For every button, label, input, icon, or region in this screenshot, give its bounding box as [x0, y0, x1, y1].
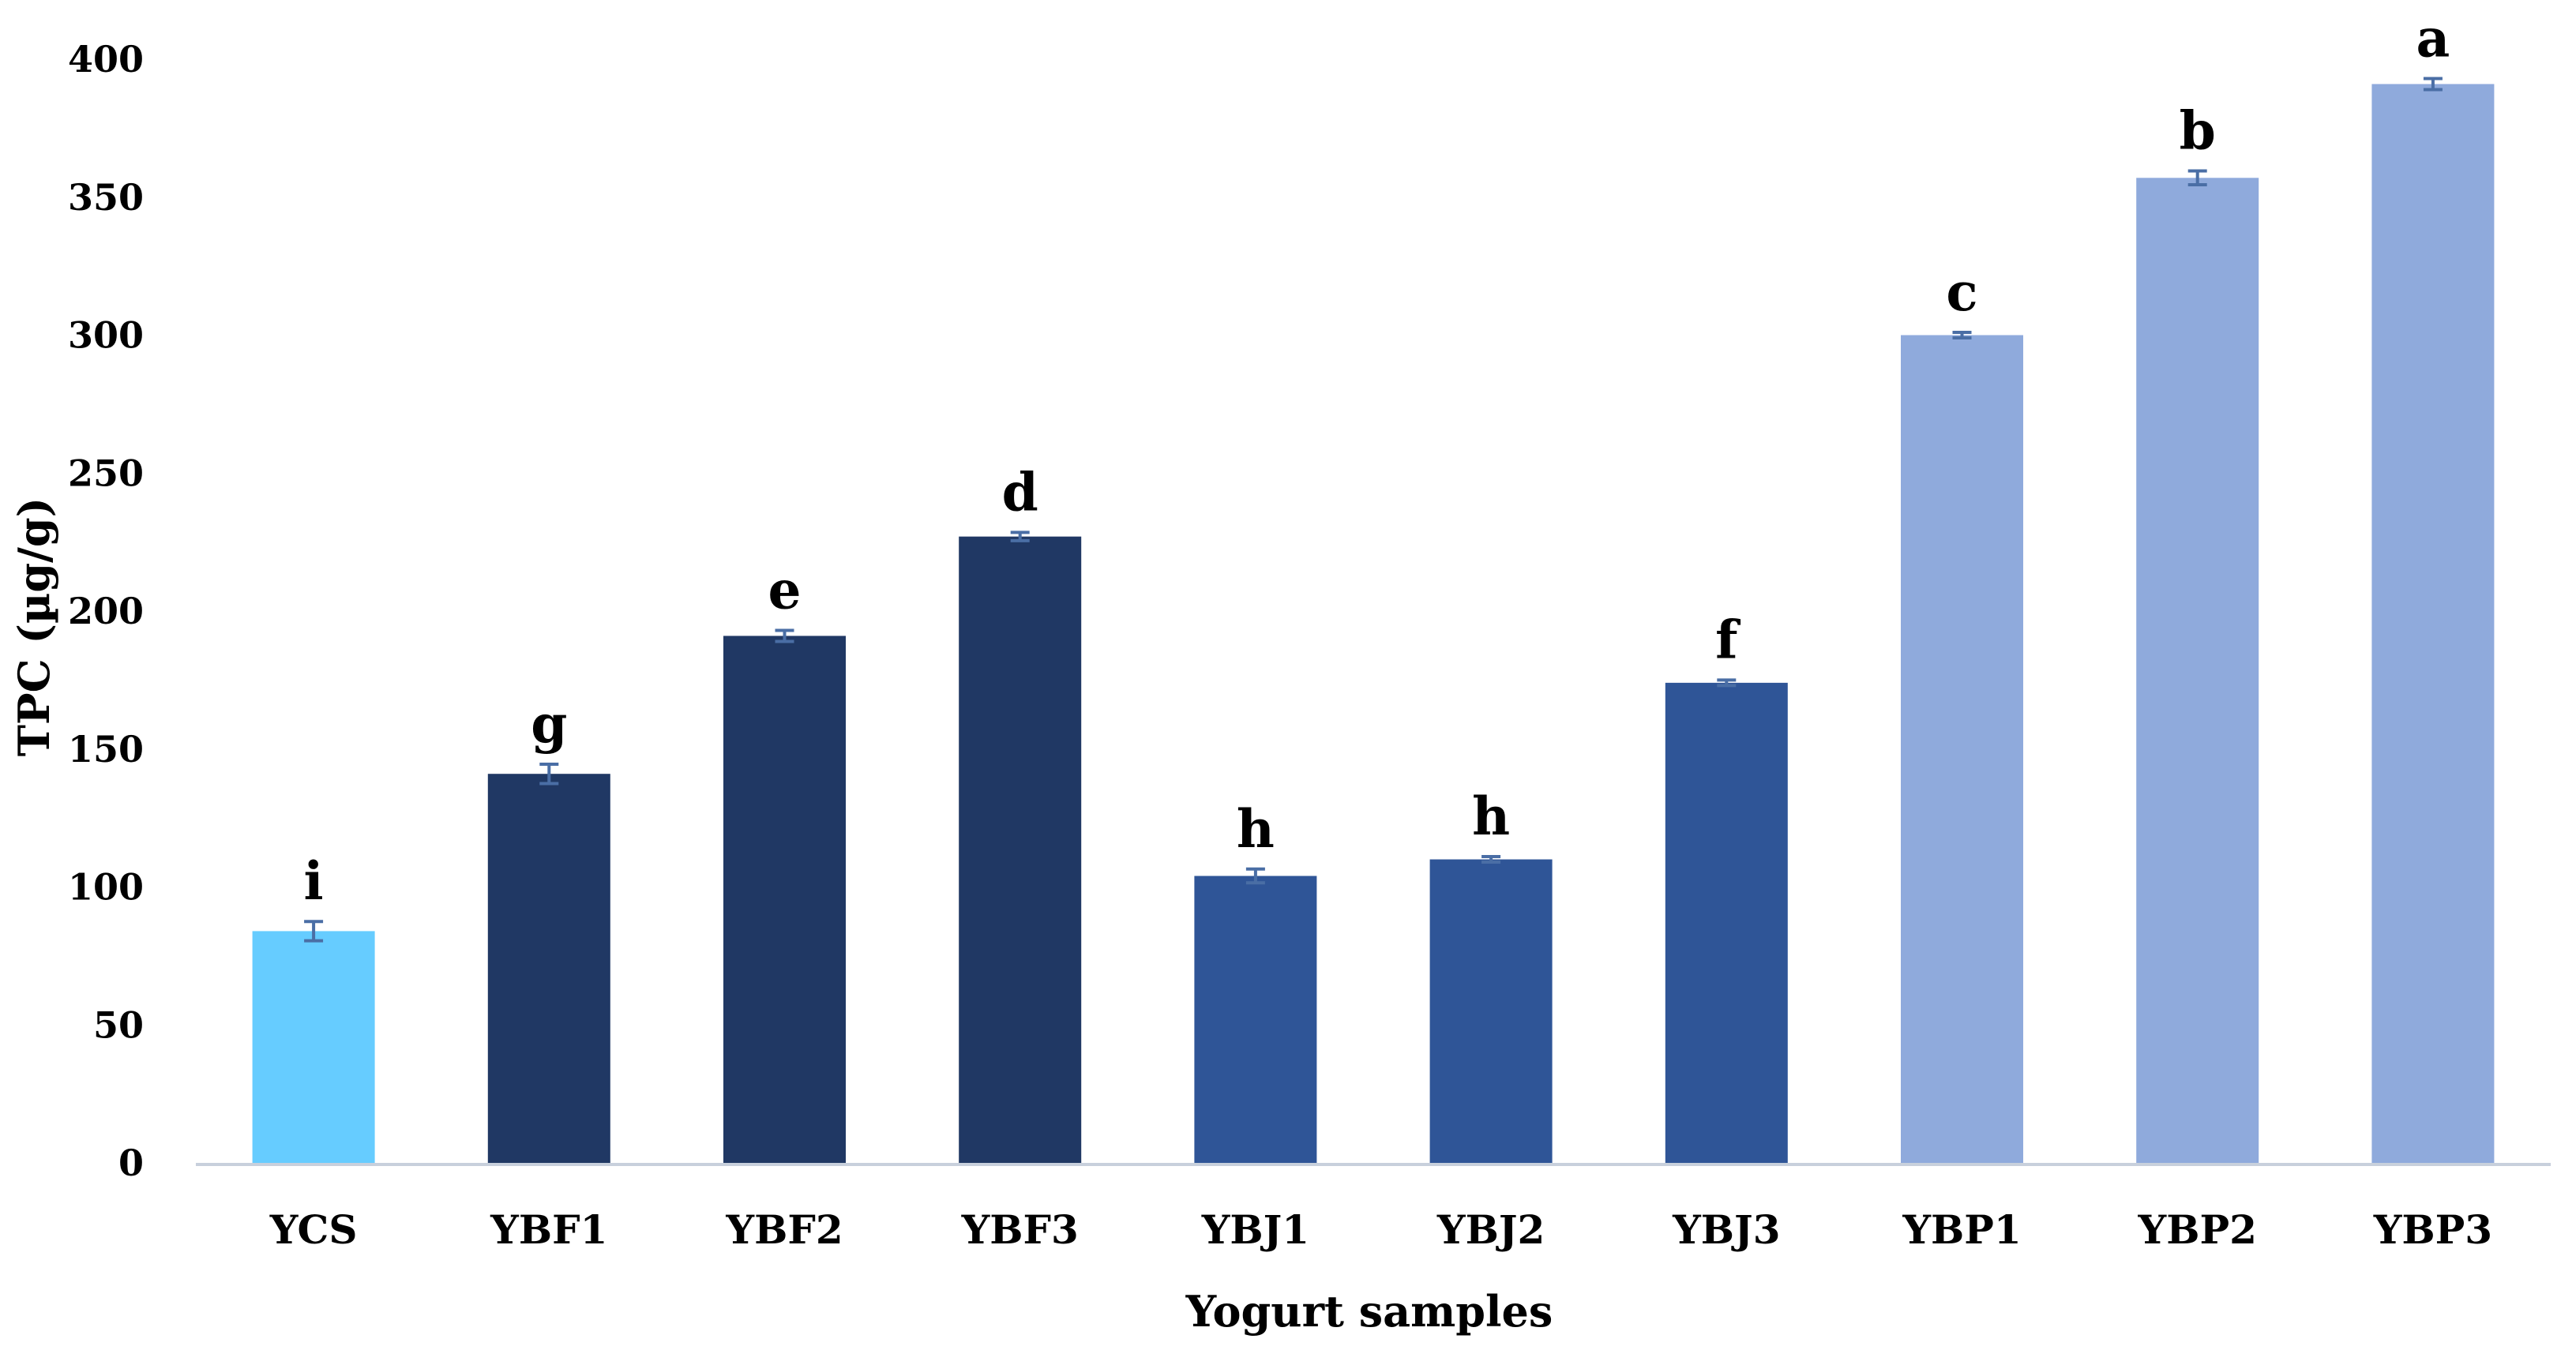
bar [1901, 335, 2023, 1163]
error-bar [1717, 678, 1737, 688]
x-category-labels: YCS YBF1 YBF2 YBF3 YBJ1 YBJ2 YBJ3 YBP1 YBP2 YBP3 [269, 1206, 2492, 1253]
y-tick-labels: 0 50 100 150 200 250 300 350 400 [68, 38, 144, 1184]
bar [1429, 859, 1553, 1163]
x-category-label: YCS [269, 1206, 358, 1253]
significance-letter: h [1472, 786, 1510, 847]
error-bar [1952, 331, 1972, 339]
error-bar [1481, 855, 1501, 864]
x-category-label: YBJ3 [1672, 1206, 1780, 1253]
x-category-label: YBF2 [725, 1206, 843, 1253]
significance-letter: a [2416, 7, 2450, 69]
bar [487, 774, 610, 1163]
bar [959, 536, 1082, 1163]
x-category-label: YBP1 [1902, 1206, 2021, 1253]
x-category-label: YBJ1 [1201, 1206, 1309, 1253]
significance-letter: c [1946, 261, 1977, 323]
error-bar [775, 628, 794, 643]
error-bar [304, 920, 324, 943]
bar [2371, 84, 2495, 1164]
bar [2136, 178, 2259, 1163]
error-bar [2423, 77, 2443, 92]
y-tick-label: 300 [68, 314, 144, 357]
significance-letter: h [1237, 798, 1275, 860]
x-category-label: YBP2 [2138, 1206, 2257, 1253]
x-category-label: YBJ2 [1436, 1206, 1545, 1253]
bar [1194, 876, 1317, 1163]
y-tick-label: 0 [118, 1142, 144, 1184]
error-bar [2187, 169, 2207, 187]
x-axis-title: Yogurt samples [1185, 1286, 1553, 1337]
significance-letter: d [1002, 461, 1038, 523]
bar [1665, 682, 1788, 1163]
y-tick-label: 400 [68, 38, 144, 81]
y-tick-label: 200 [68, 590, 144, 632]
y-tick-label: 350 [68, 176, 144, 219]
significance-letter: g [531, 693, 567, 755]
y-tick-label: 250 [68, 452, 144, 494]
significance-letter: f [1715, 609, 1740, 670]
x-category-label: YBF1 [490, 1206, 607, 1253]
significance-letter: e [768, 559, 802, 621]
error-bar [539, 762, 559, 786]
bars-layer: i g e d h h f c b a [252, 7, 2495, 1164]
x-category-label: YBP3 [2373, 1206, 2492, 1253]
error-bar [1245, 867, 1265, 885]
bar [252, 931, 375, 1163]
y-tick-label: 100 [68, 866, 144, 909]
significance-letter: i [304, 850, 324, 912]
x-category-label: YBF3 [961, 1206, 1079, 1253]
significance-letter: b [2180, 100, 2216, 162]
y-axis-title: TPC (µg/g) [9, 497, 59, 756]
bar [723, 636, 846, 1163]
error-bar [1010, 531, 1030, 542]
y-tick-label: 150 [68, 728, 144, 771]
y-tick-label: 50 [93, 1003, 144, 1046]
